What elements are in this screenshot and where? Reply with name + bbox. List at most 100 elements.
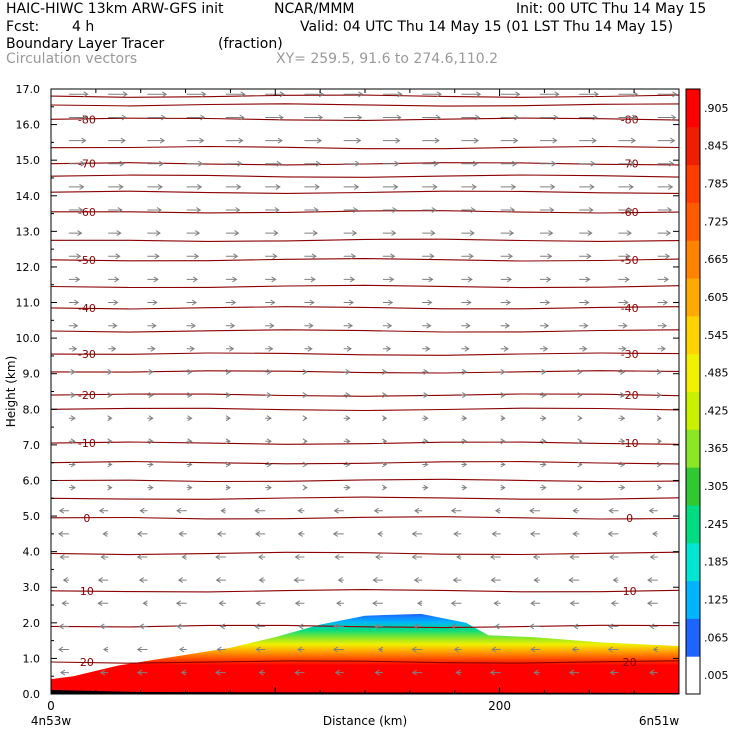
wind-vector xyxy=(461,299,472,306)
wind-vector xyxy=(533,669,540,676)
isotherm-line xyxy=(51,370,679,374)
wind-vector xyxy=(422,137,440,144)
wind-vector xyxy=(609,554,619,560)
wind-vector xyxy=(422,276,434,283)
wind-vector xyxy=(618,322,628,329)
wind-vector xyxy=(99,669,109,676)
wind-vector xyxy=(422,461,429,468)
wind-vector xyxy=(254,507,266,514)
wind-vector xyxy=(453,530,462,537)
wind-vector xyxy=(500,276,513,283)
wind-vector xyxy=(657,91,678,98)
wind-vector xyxy=(147,276,159,283)
wind-vector xyxy=(136,554,148,560)
wind-vector xyxy=(500,207,516,213)
wind-vector xyxy=(489,669,501,676)
wind-vector xyxy=(186,207,202,213)
wind-vector xyxy=(343,207,359,213)
wind-vector xyxy=(215,554,226,560)
wind-vector xyxy=(68,415,76,422)
wind-vector xyxy=(176,623,187,630)
wind-vector xyxy=(68,368,76,375)
colorbar-segment xyxy=(686,164,700,203)
wind-vector xyxy=(225,207,241,213)
xy-coords: XY= 259.5, 91.6 to 274.6,110.2 xyxy=(276,51,499,67)
y-tick-label: 8.0 xyxy=(23,403,41,416)
colorbar-label: .605 xyxy=(704,291,729,304)
wind-vector xyxy=(68,461,76,468)
wind-vector xyxy=(377,646,384,653)
wind-vector xyxy=(618,114,638,121)
wind-vector xyxy=(108,91,128,98)
wind-vector xyxy=(58,530,69,537)
wind-vector xyxy=(377,530,383,537)
wind-vector xyxy=(649,669,658,676)
wind-vector xyxy=(293,577,305,584)
wind-vector xyxy=(180,669,187,676)
colorbar-segment xyxy=(686,89,700,128)
wind-vector xyxy=(68,207,84,213)
wind-vector xyxy=(147,392,154,399)
wind-vector xyxy=(450,600,462,607)
wind-vector xyxy=(225,415,231,422)
wind-vector xyxy=(108,114,127,121)
isotherm-label: -20 xyxy=(621,389,639,402)
wind-vector xyxy=(618,438,626,445)
wind-vector xyxy=(500,484,506,491)
wind-vector xyxy=(68,392,76,399)
wind-vector xyxy=(657,137,676,144)
wind-vector xyxy=(255,600,266,607)
wind-vector xyxy=(411,554,423,560)
colorbar-segment xyxy=(686,353,700,392)
wind-vector xyxy=(579,137,597,144)
wind-vector xyxy=(258,669,266,676)
isotherm-line xyxy=(51,284,679,289)
wind-vector xyxy=(147,461,154,468)
y-tick-label: 4.0 xyxy=(23,546,41,559)
wind-vector xyxy=(461,368,468,375)
wind-vector xyxy=(494,507,501,514)
wind-vector xyxy=(532,554,540,560)
wind-vector xyxy=(265,207,280,213)
wind-vector xyxy=(343,368,351,375)
colorbar-label: .545 xyxy=(704,329,729,342)
colorbar-segment xyxy=(686,240,700,279)
colorbar-label: .185 xyxy=(704,556,729,569)
wind-vector xyxy=(652,646,658,653)
isotherm-line xyxy=(51,162,679,166)
wind-vector xyxy=(343,91,364,98)
wind-vector xyxy=(529,530,540,537)
isotherm-label: 10 xyxy=(80,585,94,598)
wind-vector xyxy=(68,160,86,167)
wind-vector xyxy=(453,646,462,653)
wind-vector xyxy=(577,368,583,375)
wind-vector xyxy=(579,160,596,167)
wind-vector xyxy=(422,160,439,167)
wind-vector xyxy=(657,207,673,213)
terrain xyxy=(51,690,679,694)
y-tick-label: 3.0 xyxy=(23,581,41,594)
wind-vector xyxy=(254,623,266,630)
wind-vector xyxy=(265,438,272,445)
wind-vector xyxy=(225,276,238,283)
wind-vector xyxy=(382,253,396,260)
colorbar-label: .245 xyxy=(704,518,729,531)
wind-vector xyxy=(461,230,475,237)
wind-vector xyxy=(265,276,277,283)
isotherm-label: -60 xyxy=(78,206,96,219)
wind-vector xyxy=(302,438,308,445)
wind-vector xyxy=(568,577,580,584)
x-axis-label: Distance (km) xyxy=(323,714,407,728)
colorbar-segment xyxy=(686,278,700,317)
wind-vector xyxy=(618,368,626,375)
isotherm-label: -70 xyxy=(621,158,639,171)
wind-vector xyxy=(500,345,509,352)
wind-vector xyxy=(186,322,197,329)
wind-vector xyxy=(618,461,626,468)
wind-vector xyxy=(147,484,154,491)
wind-vector xyxy=(579,299,590,306)
wind-vector xyxy=(58,646,69,653)
wind-vector xyxy=(136,669,148,676)
wind-vector xyxy=(343,276,356,283)
wind-vector xyxy=(382,438,388,445)
